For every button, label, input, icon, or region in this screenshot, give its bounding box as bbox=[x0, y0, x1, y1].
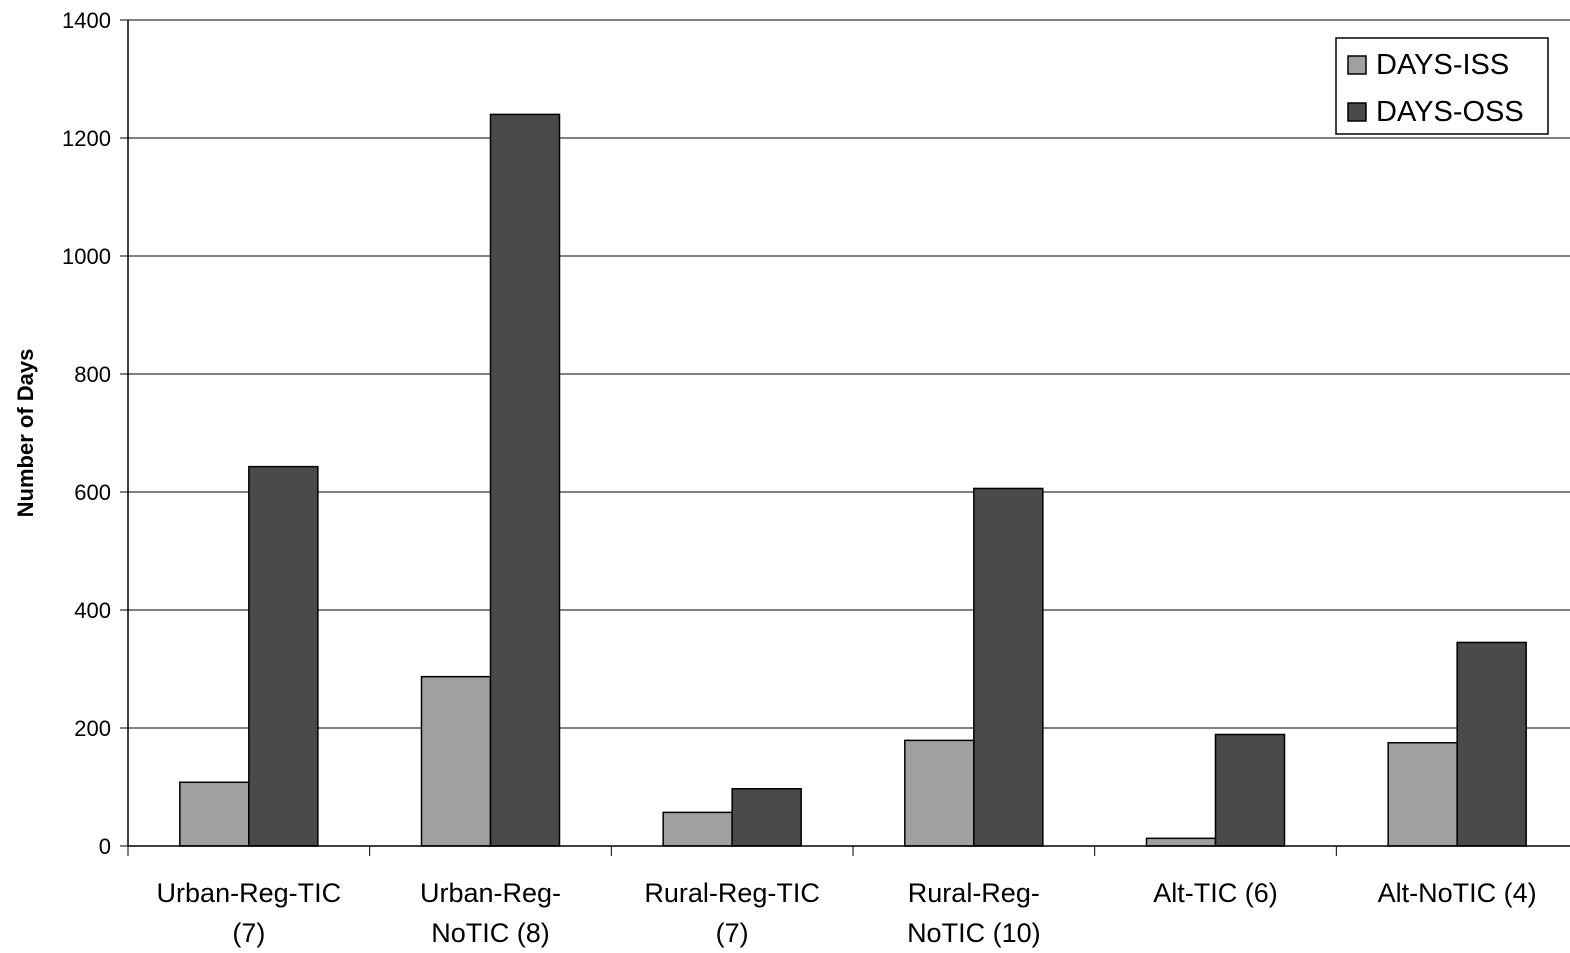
x-category-label: (7) bbox=[232, 918, 265, 948]
legend-box bbox=[1335, 37, 1549, 135]
legend-label: DAYS-ISS bbox=[1376, 49, 1509, 81]
bar-days-oss-4 bbox=[1214, 733, 1286, 847]
bar-days-iss-3 bbox=[904, 739, 975, 847]
bar-days-oss-3 bbox=[973, 487, 1044, 847]
x-category-labels: Urban-Reg-TIC (7) Urban-Reg- NoTIC (8) Rural… bbox=[157, 878, 1537, 948]
y-tick-label: 1400 bbox=[62, 8, 111, 33]
bar-days-oss-1 bbox=[489, 113, 561, 847]
y-tick-label: 1000 bbox=[62, 244, 111, 269]
bar-days-oss-2 bbox=[731, 788, 802, 847]
bar-days-iss-1 bbox=[420, 675, 492, 847]
y-tick-label: 1200 bbox=[62, 126, 111, 151]
x-category-label: NoTIC (10) bbox=[907, 918, 1041, 948]
x-category-label: NoTIC (8) bbox=[431, 918, 550, 948]
y-tick-label: 800 bbox=[74, 362, 111, 387]
y-tick-label: 200 bbox=[74, 716, 111, 741]
legend: DAYS-ISS DAYS-OSS bbox=[1335, 37, 1549, 135]
legend-swatch-days-iss bbox=[1347, 55, 1367, 75]
x-category-label: (7) bbox=[716, 918, 749, 948]
x-category-label: Alt-NoTIC (4) bbox=[1378, 878, 1537, 908]
bar-days-iss-5 bbox=[1387, 742, 1458, 847]
bar-days-iss-0 bbox=[179, 781, 250, 847]
legend-label: DAYS-OSS bbox=[1376, 96, 1524, 128]
y-tick-label: 0 bbox=[99, 834, 111, 859]
axes bbox=[127, 20, 1570, 856]
x-category-label: Rural-Reg-TIC bbox=[644, 878, 820, 908]
y-tick-label: 600 bbox=[74, 480, 111, 505]
x-category-label: Alt-TIC (6) bbox=[1153, 878, 1278, 908]
bar-days-oss-5 bbox=[1456, 641, 1527, 847]
bars bbox=[179, 113, 1527, 847]
bar-days-iss-2 bbox=[662, 811, 733, 847]
x-category-label: Urban-Reg- bbox=[420, 878, 561, 908]
x-category-label: Urban-Reg-TIC bbox=[157, 878, 342, 908]
bar-days-oss-0 bbox=[248, 465, 319, 847]
y-tick-label: 400 bbox=[74, 598, 111, 623]
x-category-label: Rural-Reg- bbox=[908, 878, 1040, 908]
y-axis-title: Number of Days bbox=[13, 349, 38, 518]
bar-days-iss-4 bbox=[1145, 837, 1217, 847]
legend-swatch-days-oss bbox=[1347, 102, 1367, 122]
gridlines bbox=[120, 19, 1570, 847]
y-tick-labels: 0 200 400 600 800 1000 1200 1400 bbox=[62, 8, 111, 859]
